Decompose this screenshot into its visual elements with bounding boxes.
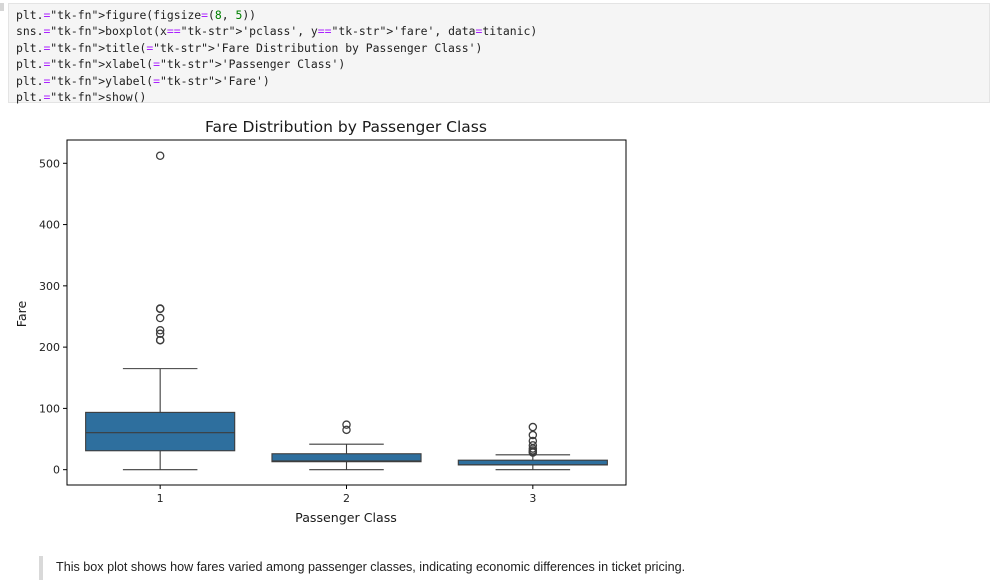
code-line: plt.="tk-fn">ylabel(="tk-str">'Fare') bbox=[16, 73, 270, 88]
x-tick-label: 3 bbox=[529, 492, 536, 505]
y-axis: 0 100 200 300 400 500 bbox=[39, 157, 67, 477]
y-tick-label: 300 bbox=[39, 280, 60, 293]
code-line: plt.="tk-fn">show() bbox=[16, 90, 147, 105]
code-line: sns.="tk-fn">boxplot(x=="tk-str">'pclass… bbox=[16, 24, 538, 39]
outlier-point bbox=[342, 420, 351, 429]
box-2 bbox=[271, 420, 422, 471]
code-line: plt.="tk-fn">title(="tk-str">'Fare Distr… bbox=[16, 40, 483, 55]
outlier-point bbox=[528, 430, 538, 440]
code-editor[interactable]: plt.="tk-fn">figure(figsize=(8, 5)) sns.… bbox=[16, 7, 537, 105]
y-tick-label: 400 bbox=[39, 219, 60, 232]
boxes bbox=[85, 151, 608, 471]
y-tick-label: 0 bbox=[53, 464, 60, 477]
x-tick-label: 1 bbox=[157, 492, 164, 505]
x-axis-label: Passenger Class bbox=[295, 510, 397, 525]
box-3 bbox=[457, 422, 608, 471]
x-tick-label: 2 bbox=[343, 492, 350, 505]
y-tick-label: 100 bbox=[39, 402, 60, 415]
outlier-point bbox=[155, 326, 165, 335]
outlier-point bbox=[528, 448, 538, 457]
iqr-box bbox=[271, 453, 422, 463]
outlier-point bbox=[155, 313, 165, 323]
plot-frame bbox=[66, 139, 627, 486]
box-1 bbox=[85, 151, 236, 471]
outlier-point bbox=[342, 425, 351, 435]
markdown-blockquote bbox=[39, 556, 643, 580]
outlier-point bbox=[528, 422, 538, 432]
y-tick-label: 500 bbox=[39, 157, 60, 170]
outlier-point bbox=[155, 335, 165, 345]
chart-title: Fare Distribution by Passenger Class bbox=[205, 118, 487, 136]
code-cell[interactable]: plt.="tk-fn">figure(figsize=(8, 5)) sns.… bbox=[8, 3, 990, 105]
boxplot-figure: Fare Distribution by Passenger Class Pas… bbox=[14, 118, 627, 525]
code-line: plt.="tk-fn">figure(figsize=(8, 5)) bbox=[16, 8, 257, 22]
outlier-point bbox=[155, 151, 165, 160]
iqr-box bbox=[85, 411, 236, 452]
code-line: plt.="tk-fn">xlabel(="tk-str">'Passenger… bbox=[16, 57, 346, 72]
outlier-point bbox=[155, 304, 165, 314]
cell-prompt-marker bbox=[0, 3, 4, 11]
outlier-point bbox=[155, 329, 165, 339]
y-tick-label: 200 bbox=[39, 341, 60, 354]
markdown-text: This box plot shows how fares varied amo… bbox=[56, 560, 686, 574]
y-axis-label: Fare bbox=[14, 301, 29, 328]
x-axis: 1 2 3 bbox=[157, 485, 536, 505]
